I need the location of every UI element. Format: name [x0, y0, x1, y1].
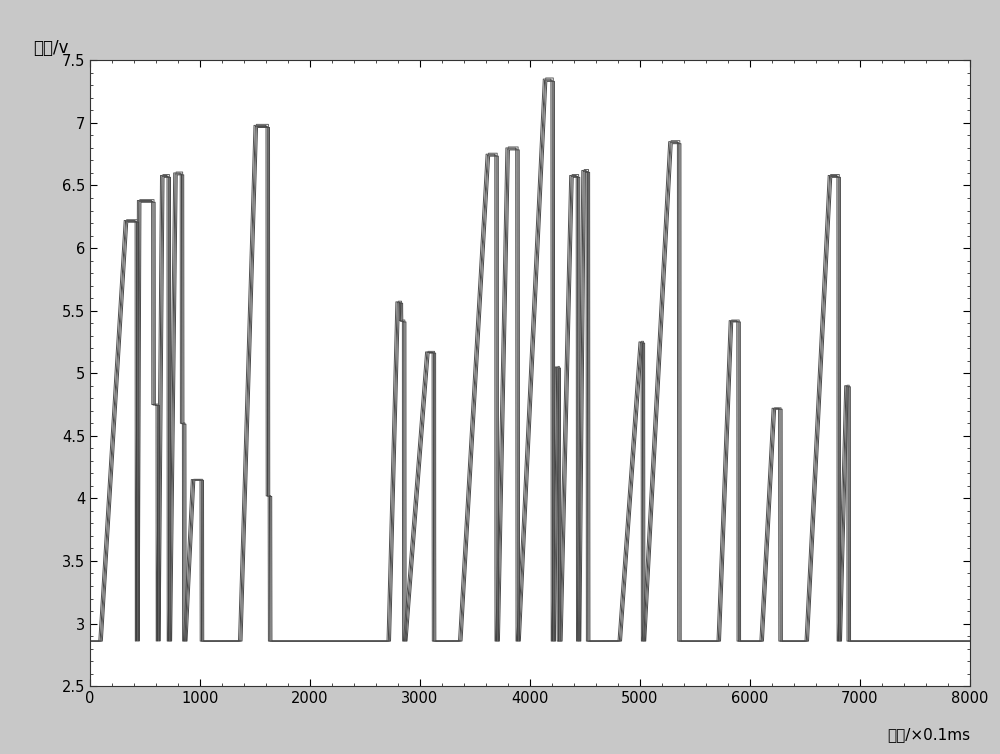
Text: 电压/v: 电压/v [33, 39, 68, 57]
Text: 时间/×0.1ms: 时间/×0.1ms [887, 727, 970, 742]
